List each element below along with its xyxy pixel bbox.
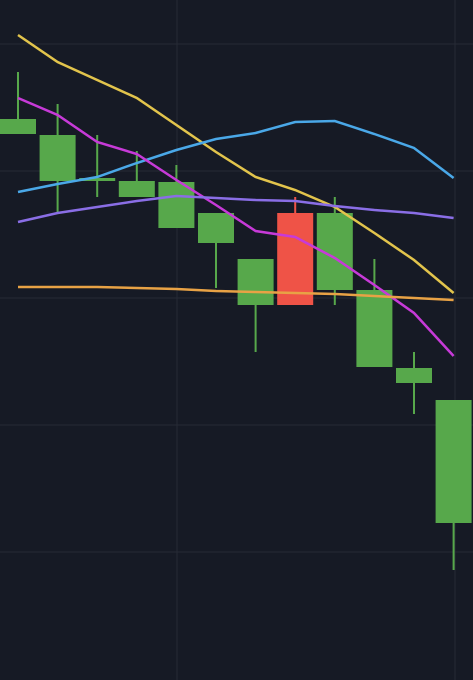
indicator-line [17, 119, 455, 194]
candle-body [396, 368, 432, 383]
candle-body [79, 178, 116, 181]
candle-body [158, 182, 195, 228]
candle-body [435, 400, 472, 523]
candle-body [198, 213, 234, 243]
candle-body [118, 181, 155, 197]
candle-body [0, 119, 36, 134]
candle-body [356, 290, 393, 367]
indicator-line [17, 194, 454, 224]
candle-body [277, 213, 314, 305]
indicator-line [18, 285, 454, 302]
candle-body [39, 135, 76, 181]
indicator-line [17, 33, 455, 294]
candle-body [237, 259, 274, 305]
indicator-line [17, 96, 455, 357]
